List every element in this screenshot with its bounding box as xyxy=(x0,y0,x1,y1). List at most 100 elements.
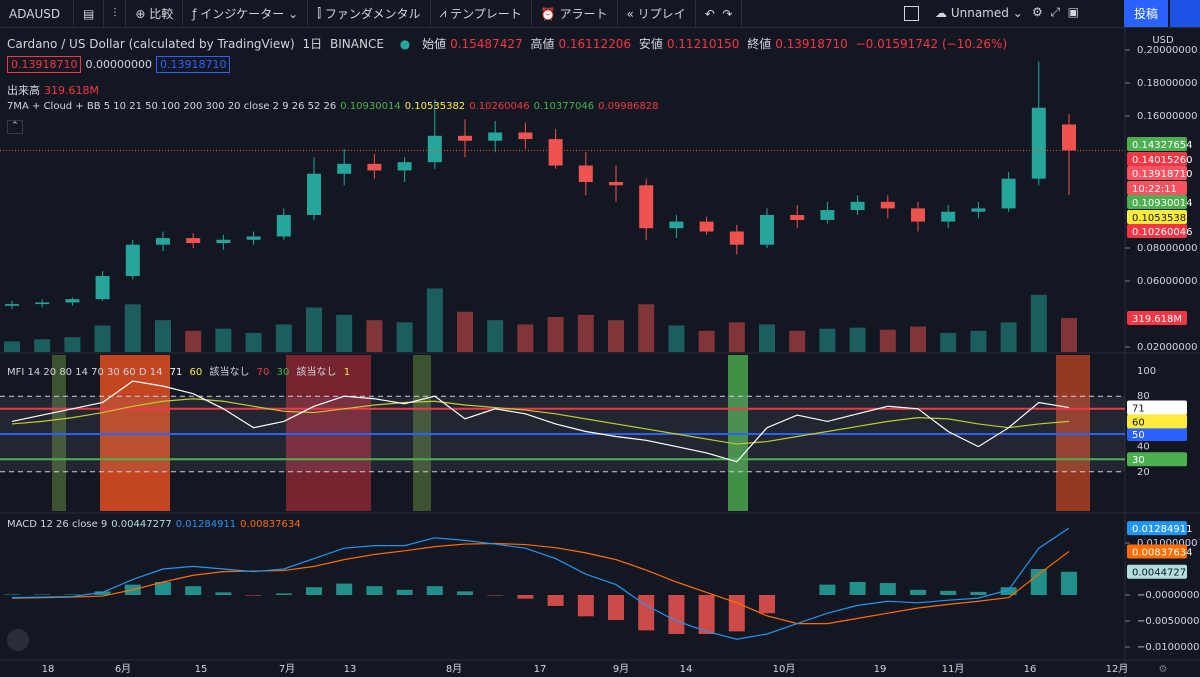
macd-hist-bar xyxy=(517,595,534,599)
ma-title: 7MA + Cloud + BB 5 10 21 50 100 200 300 … xyxy=(7,101,337,112)
volume-bar xyxy=(336,314,353,352)
interval-icon[interactable]: ▤ xyxy=(74,0,105,27)
macd-hist-bar xyxy=(668,595,685,634)
candle-body xyxy=(669,221,684,229)
settings-icon[interactable]: ⚙ ⤢ ▣ xyxy=(1032,5,1079,19)
volume-label: 出来高 xyxy=(7,84,40,97)
volume-bar xyxy=(366,320,383,352)
symbol-name: Cardano / US Dollar (calculated by Tradi… xyxy=(7,37,295,51)
macd-hist-bar xyxy=(306,587,322,595)
candle-body xyxy=(488,132,503,141)
macd-tick-label: 0.01000000 xyxy=(1137,538,1197,549)
ask-box[interactable]: 0.13918710 xyxy=(155,56,231,73)
macd-hist-bar xyxy=(910,589,926,595)
price-badge xyxy=(1127,137,1187,151)
macd-hist-bar xyxy=(275,593,292,595)
macd-hist-bar xyxy=(759,595,775,614)
volume-bar xyxy=(940,332,957,352)
compare[interactable]: ⊕ 比較 xyxy=(126,0,184,27)
candle-body xyxy=(699,221,714,232)
time-label: 6月 xyxy=(115,663,131,675)
time-label: 9月 xyxy=(613,663,629,675)
mfi-ma-line xyxy=(11,398,1070,445)
alert[interactable]: ⏰ アラート xyxy=(532,0,618,27)
candle-body xyxy=(911,208,925,222)
volume-bar xyxy=(396,322,413,352)
bid-box[interactable]: 0.13918710 xyxy=(7,56,82,73)
volume-bar xyxy=(970,330,987,352)
fundamentals[interactable]: ⫿ ファンダメンタル xyxy=(308,0,431,27)
volume-bar xyxy=(668,325,685,352)
ma-value: 0.10260046 xyxy=(469,101,530,112)
macd-hist-bar xyxy=(34,594,51,595)
price-badge-label: 10:22:11 xyxy=(1132,184,1177,195)
macd-hist-bar xyxy=(547,595,564,606)
exchange: BINANCE xyxy=(330,37,384,51)
symbol[interactable]: ADAUSD xyxy=(0,0,74,27)
volume-badge xyxy=(1127,311,1187,325)
time-label: 16 xyxy=(1024,664,1037,675)
volume-bar xyxy=(64,337,81,352)
macd-signal-line xyxy=(11,542,1070,625)
macd-hist-bar xyxy=(4,594,20,595)
candle-body xyxy=(578,165,593,182)
macd-badge xyxy=(1127,564,1187,579)
candle-body xyxy=(880,201,895,209)
low: 0.11210150 xyxy=(666,37,740,51)
time-label: 10月 xyxy=(773,663,796,675)
macd-hist-bar xyxy=(849,582,866,595)
macd-hist-bar xyxy=(608,595,624,620)
mfi-tick-label: 80 xyxy=(1137,391,1150,402)
change: −0.01591742 (−10.26%) xyxy=(855,37,1008,51)
mfi-legend: MFI 14 20 80 14 70 30 60 D 14 71 60 該当なし… xyxy=(7,363,354,378)
time-label: 17 xyxy=(534,664,547,675)
macd-hist-bar xyxy=(94,591,111,595)
volume-bar xyxy=(34,339,51,352)
volume-bar xyxy=(306,307,322,352)
price-badge-label: 0.10535382 xyxy=(1132,213,1192,224)
layout[interactable]: ☁ Unnamed ⌄ xyxy=(935,6,1023,20)
high: 0.16112206 xyxy=(558,37,631,51)
indicators[interactable]: ƒ インジケーター ⌄ xyxy=(183,0,309,27)
templates[interactable]: ⩘ テンプレート xyxy=(431,0,532,27)
ma-value: 0.10377046 xyxy=(533,101,595,112)
replay[interactable]: « リプレイ xyxy=(618,0,696,27)
spread: 0.00000000 xyxy=(85,58,152,71)
mfi-na: 該当なし xyxy=(209,367,250,378)
volume-bar xyxy=(759,324,775,352)
macd-value: 0.00447277 xyxy=(111,519,172,530)
macd-badge-label: 0.00837634 xyxy=(1132,547,1192,558)
macd-hist-bar xyxy=(577,595,594,617)
volume-bar xyxy=(426,288,443,352)
volume-bar xyxy=(789,330,806,352)
play-button[interactable] xyxy=(1170,0,1200,27)
publish-button[interactable]: 投稿 xyxy=(1124,0,1168,27)
collapse[interactable]: ⌃ xyxy=(7,120,23,134)
mfi-na: 該当なし xyxy=(296,367,337,378)
macd-hist-bar xyxy=(426,586,443,595)
candle-body xyxy=(1001,178,1016,209)
replay-label: リプレイ xyxy=(637,7,686,21)
mfi-level: 30 xyxy=(276,367,290,378)
volume-bar xyxy=(608,320,624,352)
mfi-badge xyxy=(1127,452,1187,467)
undo[interactable]: ↶ ↷ xyxy=(696,0,743,27)
macd-hist-bar xyxy=(366,586,383,595)
macd-hist-bar xyxy=(457,591,473,595)
logo[interactable] xyxy=(7,629,29,651)
candle-body xyxy=(850,201,865,211)
candle-body xyxy=(458,135,472,141)
volume-bar xyxy=(1030,294,1047,352)
volume-legend: 出来高 319.618M xyxy=(7,82,103,98)
chart-type-icon[interactable]: ⫶ xyxy=(104,0,127,27)
candle-body xyxy=(246,236,261,240)
volume-bar xyxy=(577,314,594,352)
settings-gear[interactable]: ⚙ xyxy=(1159,664,1168,675)
fullscreen-box[interactable] xyxy=(904,6,919,21)
macd-legend: MACD 12 26 close 9 0.00447277 0.01284911 0.… xyxy=(7,519,305,530)
open: 0.15487427 xyxy=(450,37,523,51)
time-label: 13 xyxy=(344,664,357,675)
volume-bar xyxy=(185,330,202,352)
mfi-flag: 1 xyxy=(343,367,351,378)
macd-hist-bar xyxy=(185,586,202,595)
